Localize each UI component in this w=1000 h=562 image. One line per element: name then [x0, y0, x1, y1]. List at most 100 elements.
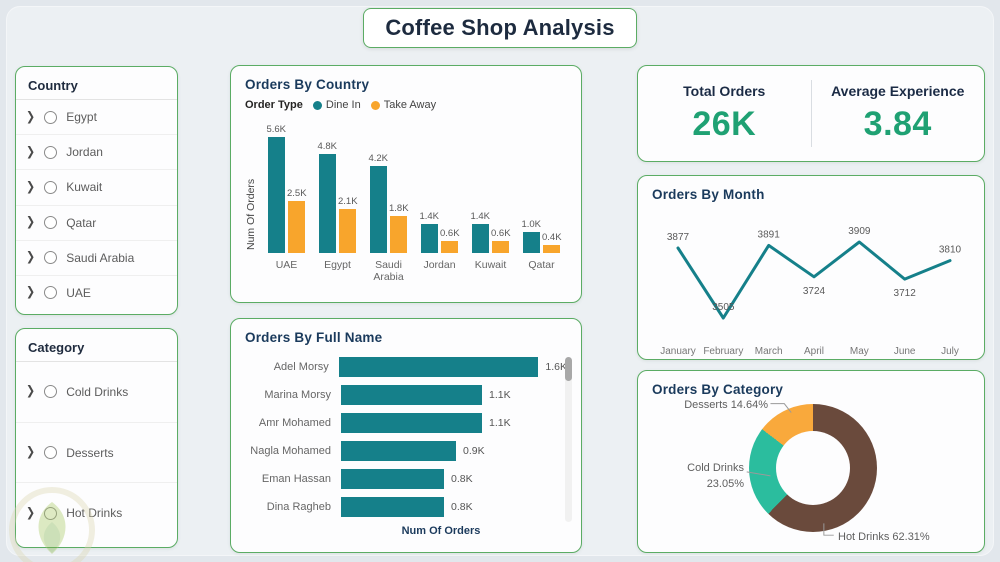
filter-item-uae[interactable]: ❯ UAE: [16, 274, 177, 310]
bar[interactable]: [341, 413, 482, 433]
orders-by-full-name-card: Orders By Full Name Adel Morsy 1.6K Marina…: [230, 318, 582, 553]
bar[interactable]: [341, 385, 482, 405]
filter-item-label: Hot Drinks: [66, 506, 123, 521]
scrollbar-thumb[interactable]: [565, 357, 572, 381]
bar[interactable]: [338, 357, 539, 377]
radio-button[interactable]: [44, 385, 58, 399]
country-filter-card: Country ❯ Egypt ❯ Jordan ❯ Kuwait ❯ Qatar ❯ Saudi…: [15, 66, 178, 315]
filter-item-hot-drinks[interactable]: ❯ Hot Drinks: [16, 482, 177, 543]
filter-item-desserts[interactable]: ❯ Desserts: [16, 421, 177, 483]
bar[interactable]: [339, 209, 357, 253]
cold-drinks-label-line1: Cold Drinks: [687, 462, 744, 474]
bar-value-label: 4.2K: [368, 153, 388, 164]
bar-group: 5.6K 2.5K UAE: [261, 115, 312, 283]
bar-value-label: 1.0K: [521, 219, 541, 230]
bar[interactable]: [543, 245, 561, 253]
bar-row: Amr Mohamed 1.1K: [245, 413, 567, 433]
chevron-right-icon[interactable]: ❯: [26, 144, 36, 159]
legend-item-take-away[interactable]: Take Away: [370, 99, 436, 111]
x-axis-category: Egypt: [324, 259, 351, 271]
radio-button[interactable]: [44, 286, 58, 300]
bar[interactable]: [390, 216, 408, 253]
chevron-right-icon[interactable]: ❯: [26, 384, 36, 399]
x-axis-label: May: [850, 346, 869, 357]
radio-button[interactable]: [44, 110, 58, 124]
category-filter-card: Category ❯ Cold Drinks ❯ Desserts ❯ Hot Drink…: [15, 328, 178, 548]
donut-chart[interactable]: [749, 404, 877, 532]
filter-item-jordan[interactable]: ❯ Jordan: [16, 134, 177, 169]
page-title-text: Coffee Shop Analysis: [385, 15, 615, 40]
bar-row: Adel Morsy 1.6K: [245, 357, 567, 377]
radio-button[interactable]: [44, 180, 58, 194]
filter-item-kuwait[interactable]: ❯ Kuwait: [16, 169, 177, 204]
legend-label: Dine In: [325, 99, 361, 111]
data-point-label: 3810: [939, 245, 962, 256]
x-axis-category: Saudi Arabia: [373, 259, 404, 284]
filter-item-qatar[interactable]: ❯ Qatar: [16, 204, 177, 240]
bar[interactable]: [369, 166, 387, 253]
bar-value-label: 0.6K: [491, 228, 511, 239]
chevron-right-icon[interactable]: ❯: [26, 285, 36, 300]
legend-item-dine-in[interactable]: Dine In: [312, 99, 361, 111]
x-axis-category: Qatar: [528, 259, 555, 271]
kpi-label: Total Orders: [683, 83, 766, 99]
bar-group: 1.4K 0.6K Kuwait: [465, 115, 516, 283]
bar-row: Eman Hassan 0.8K: [245, 469, 567, 489]
horizontal-bar-chart: Adel Morsy 1.6K Marina Morsy 1.1K Amr Mohame…: [245, 357, 567, 517]
grouped-bar-chart: 5.6K 2.5K UAE 4.8K 2.1K Egypt 4.2K 1.8K Saudi Ar…: [261, 115, 567, 283]
data-point-label: 3712: [894, 288, 917, 299]
chevron-right-icon[interactable]: ❯: [26, 505, 36, 520]
bar-value-label: 0.6K: [440, 228, 460, 239]
average-experience-kpi: Average Experience 3.84: [812, 66, 985, 161]
bar-chart-area: Num Of Orders 5.6K 2.5K UAE 4.8K 2.1K Egypt 4.…: [245, 115, 567, 283]
filter-item-label: Jordan: [66, 145, 103, 160]
chart-title: Orders By Category: [652, 382, 784, 397]
filter-item-label: Egypt: [66, 110, 97, 125]
radio-button[interactable]: [44, 216, 58, 230]
radio-button[interactable]: [44, 506, 58, 520]
bar-group: 1.4K 0.6K Jordan: [414, 115, 465, 283]
bar[interactable]: [522, 232, 540, 253]
bar-row: Marina Morsy 1.1K: [245, 385, 567, 405]
chevron-right-icon[interactable]: ❯: [26, 109, 36, 124]
chart-title: Orders By Country: [245, 77, 370, 92]
data-point-label: 3724: [803, 286, 826, 297]
bar[interactable]: [492, 241, 510, 253]
bar[interactable]: [288, 201, 306, 253]
filter-item-saudi-arabia[interactable]: ❯ Saudi Arabia: [16, 239, 177, 275]
bar-value-label: 1.6K: [545, 361, 567, 373]
x-axis-category: Kuwait: [474, 259, 507, 271]
scrollbar-track[interactable]: [565, 357, 572, 522]
filter-item-label: Cold Drinks: [66, 384, 129, 399]
radio-button[interactable]: [44, 145, 58, 159]
x-axis-label: March: [755, 346, 783, 357]
bar-value-label: 0.8K: [451, 501, 473, 513]
chevron-right-icon[interactable]: ❯: [26, 179, 36, 194]
filter-item-egypt[interactable]: ❯ Egypt: [16, 100, 177, 134]
bar[interactable]: [318, 154, 336, 253]
bar-value-label: 0.8K: [451, 473, 473, 485]
x-axis-category: UAE: [275, 259, 298, 271]
bar-value-label: 2.5K: [287, 188, 307, 199]
filter-item-label: UAE: [66, 285, 91, 300]
radio-button[interactable]: [44, 251, 58, 265]
bar[interactable]: [341, 441, 456, 461]
filter-item-label: Desserts: [66, 445, 114, 460]
desserts-slice-label: Desserts 14.64%: [684, 399, 768, 411]
chevron-right-icon[interactable]: ❯: [26, 215, 36, 229]
filter-item-cold-drinks[interactable]: ❯ Cold Drinks: [16, 362, 177, 422]
country-filter-list: ❯ Egypt ❯ Jordan ❯ Kuwait ❯ Qatar ❯ Saudi Arabia ❯…: [16, 100, 177, 310]
bar[interactable]: [471, 224, 489, 253]
line-series[interactable]: [676, 240, 952, 320]
x-axis-label: June: [894, 346, 916, 357]
kpi-value: 3.84: [863, 105, 932, 143]
chevron-right-icon[interactable]: ❯: [26, 250, 36, 265]
x-axis-label: July: [941, 346, 959, 357]
bar[interactable]: [420, 224, 438, 253]
bar[interactable]: [441, 241, 459, 253]
chevron-right-icon[interactable]: ❯: [26, 445, 36, 459]
radio-button[interactable]: [44, 446, 58, 459]
bar[interactable]: [341, 469, 444, 489]
bar[interactable]: [341, 497, 444, 517]
bar[interactable]: [267, 137, 285, 253]
